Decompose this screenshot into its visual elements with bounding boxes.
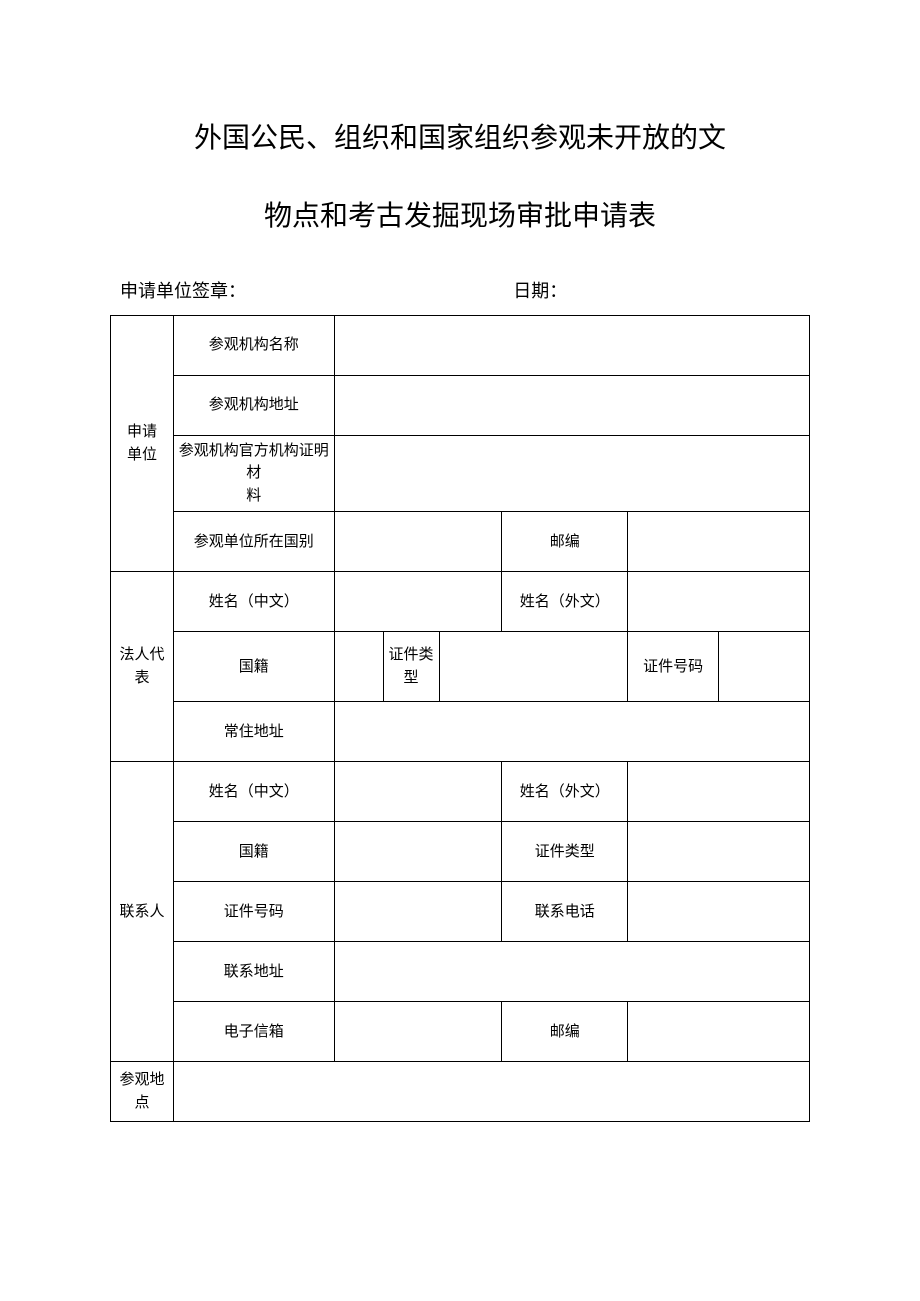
field-org-address[interactable]: [334, 375, 809, 435]
field-contact-id-type[interactable]: [628, 822, 810, 882]
meta-row: 申请单位签章： 日期：: [110, 277, 810, 303]
seal-label: 申请单位签章：: [120, 277, 513, 303]
title-line2: 物点和考古发掘现场审批申请表: [110, 178, 810, 256]
field-org-name[interactable]: [334, 315, 809, 375]
table-row: 电子信箱 邮编: [111, 1002, 810, 1062]
field-legal-address[interactable]: [334, 702, 809, 762]
field-contact-postcode[interactable]: [628, 1002, 810, 1062]
table-row: 参观机构官方机构证明材 料: [111, 435, 810, 512]
field-legal-id-type[interactable]: [439, 632, 628, 702]
table-row: 证件号码 联系电话: [111, 882, 810, 942]
label-contact: 联系人: [111, 762, 174, 1062]
field-legal-name-foreign[interactable]: [628, 572, 810, 632]
table-row: 法人代 表 姓名（中文） 姓名（外文）: [111, 572, 810, 632]
table-row: 联系人 姓名（中文） 姓名（外文）: [111, 762, 810, 822]
field-org-cert[interactable]: [334, 435, 809, 512]
label-contact-address: 联系地址: [173, 942, 334, 1002]
field-contact-name-foreign[interactable]: [628, 762, 810, 822]
label-contact-nationality: 国籍: [173, 822, 334, 882]
table-row: 联系地址: [111, 942, 810, 1002]
application-form-table: 申请 单位 参观机构名称 参观机构地址 参观机构官方机构证明材 料 参观单位所在…: [110, 315, 810, 1123]
label-id-type: 证件类 型: [383, 632, 439, 702]
table-row: 参观地 点: [111, 1062, 810, 1122]
label-visit-location: 参观地 点: [111, 1062, 174, 1122]
label-postcode: 邮编: [502, 512, 628, 572]
label-name-foreign: 姓名（外文）: [502, 572, 628, 632]
field-legal-name-cn[interactable]: [334, 572, 502, 632]
label-contact-id-number: 证件号码: [173, 882, 334, 942]
label-legal-rep: 法人代 表: [111, 572, 174, 762]
label-id-number: 证件号码: [628, 632, 719, 702]
field-contact-address[interactable]: [334, 942, 809, 1002]
label-address: 常住地址: [173, 702, 334, 762]
table-row: 常住地址: [111, 702, 810, 762]
label-name-cn: 姓名（中文）: [173, 572, 334, 632]
label-email: 电子信箱: [173, 1002, 334, 1062]
label-phone: 联系电话: [502, 882, 628, 942]
field-postcode[interactable]: [628, 512, 810, 572]
field-legal-id-number[interactable]: [719, 632, 810, 702]
table-row: 参观机构地址: [111, 375, 810, 435]
label-contact-name-cn: 姓名（中文）: [173, 762, 334, 822]
label-org-cert: 参观机构官方机构证明材 料: [173, 435, 334, 512]
field-email[interactable]: [334, 1002, 502, 1062]
table-row: 国籍 证件类 型 证件号码: [111, 632, 810, 702]
field-contact-id-number[interactable]: [334, 882, 502, 942]
field-phone[interactable]: [628, 882, 810, 942]
label-nationality: 国籍: [173, 632, 334, 702]
title-line1: 外国公民、组织和国家组织参观未开放的文: [110, 100, 810, 178]
table-row: 国籍 证件类型: [111, 822, 810, 882]
label-applicant-unit: 申请 单位: [111, 315, 174, 572]
table-row: 申请 单位 参观机构名称: [111, 315, 810, 375]
label-org-address: 参观机构地址: [173, 375, 334, 435]
label-org-country: 参观单位所在国别: [173, 512, 334, 572]
field-contact-name-cn[interactable]: [334, 762, 502, 822]
date-label: 日期：: [513, 277, 810, 303]
form-title: 外国公民、组织和国家组织参观未开放的文 物点和考古发掘现场审批申请表: [110, 100, 810, 257]
label-org-name: 参观机构名称: [173, 315, 334, 375]
field-contact-nationality[interactable]: [334, 822, 502, 882]
field-org-country[interactable]: [334, 512, 502, 572]
label-contact-name-foreign: 姓名（外文）: [502, 762, 628, 822]
field-legal-nationality[interactable]: [334, 632, 383, 702]
label-contact-postcode: 邮编: [502, 1002, 628, 1062]
table-row: 参观单位所在国别 邮编: [111, 512, 810, 572]
label-contact-id-type: 证件类型: [502, 822, 628, 882]
field-visit-location[interactable]: [173, 1062, 809, 1122]
